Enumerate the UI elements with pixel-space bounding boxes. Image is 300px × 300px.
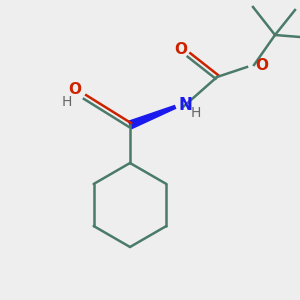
Text: H: H — [62, 95, 72, 109]
Text: O: O — [68, 82, 82, 97]
Text: N: N — [179, 96, 193, 114]
Text: O: O — [255, 58, 268, 73]
Polygon shape — [128, 106, 176, 129]
Text: O: O — [175, 41, 188, 56]
Text: H: H — [191, 106, 201, 120]
